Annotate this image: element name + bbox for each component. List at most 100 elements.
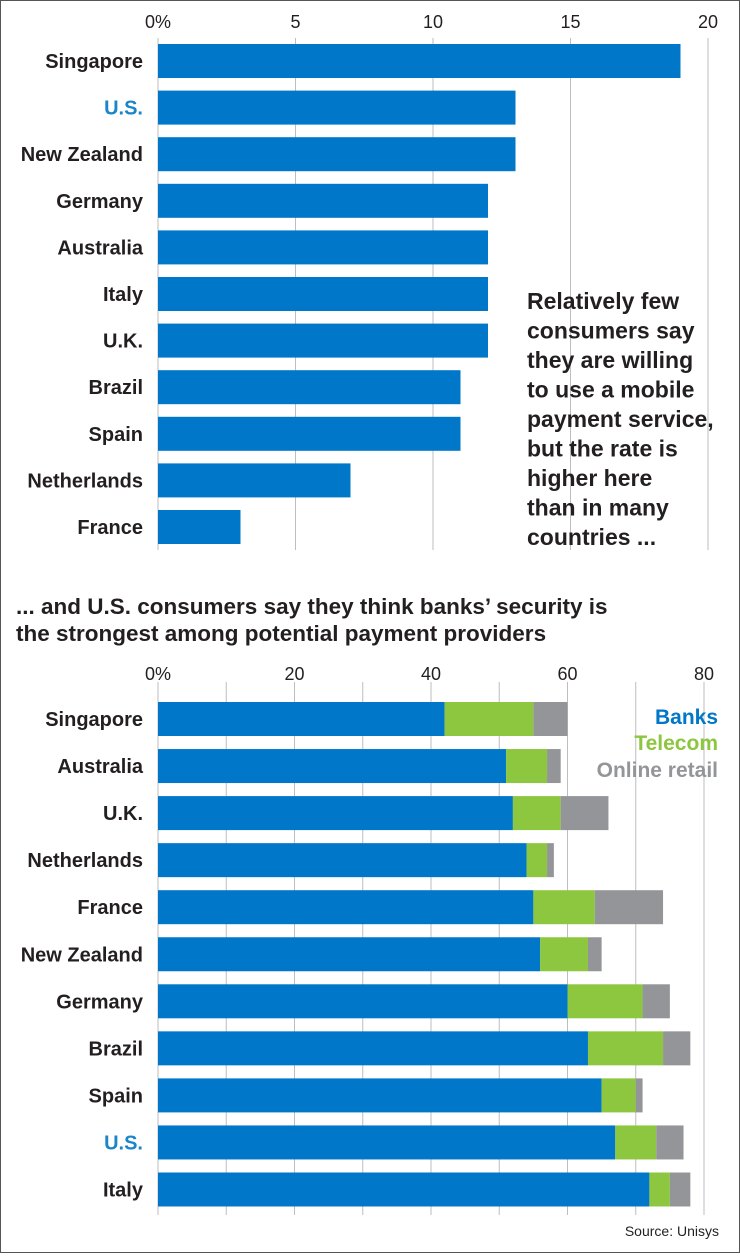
legend-telecom: Telecom [634,732,718,755]
chart-2-title-line-1: ... and U.S. consumers say they think ba… [16,594,607,619]
chart-1-tick-label: 15 [560,12,580,32]
annotation-line-1: Relatively few [527,288,679,314]
bar-netherlands-telecom [526,843,548,878]
annotation-line-8: than in many [527,495,669,521]
bar-new-zealand-banks [158,937,541,972]
category-label-brazil: Brazil [89,1038,143,1060]
bar-new-zealand-online-retail [587,937,602,972]
chart-2: 0% 20 40 60 80 Singapore Australia U.K. Netherl… [21,664,719,1239]
category-label-spain: Spain [89,424,143,446]
bar-australia-online-retail [547,749,561,784]
category-label-u-s: U.S. [104,98,143,120]
bar-france [158,510,241,544]
chart-1-tick-label: 0% [145,12,171,32]
category-label-australia: Australia [57,237,143,259]
category-label-u-k: U.K. [103,331,143,353]
bar-spain-telecom [601,1078,636,1113]
category-label-germany: Germany [56,991,144,1013]
chart-2-heading: ... and U.S. consumers say they think ba… [16,594,607,646]
annotation-line-6: but the rate is [527,436,678,462]
chart-2-tick-label: 60 [557,664,577,684]
bar-spain-banks [158,1078,602,1113]
chart-2-tick-label: 20 [284,664,304,684]
annotation-line-5: payment service, [527,406,714,432]
bar-u-k-telecom [512,796,561,831]
annotation-line-7: higher here [527,465,652,491]
chart-2-category-labels: Singapore Australia U.K. Netherlands France N… [21,709,144,1202]
bar-u-k-online-retail [560,796,609,831]
category-label-u-s: U.S. [104,1132,143,1154]
bar-italy-banks [158,1172,650,1207]
chart-1-tick-labels: 0% 5 10 15 20 [145,12,718,32]
chart-1-tick-label: 5 [290,12,300,32]
bar-singapore-online-retail [533,702,568,736]
bar-new-zealand [158,137,516,172]
bar-spain-online-retail [635,1078,643,1113]
bar-spain [158,416,461,451]
category-label-france: France [77,897,143,919]
chart-2-legend: Banks Telecom Online retail [597,706,718,782]
chart-1-tick-label: 10 [423,12,443,32]
chart-2-tick-label: 40 [421,664,441,684]
bar-germany [158,183,488,218]
chart-1: 0% 5 10 15 20 Singapore U.S. New Zealand German… [21,12,720,550]
annotation-line-9: countries ... [527,524,656,550]
legend-banks: Banks [655,706,718,729]
category-label-france: France [77,517,143,539]
chart-2-title-line-2: the strongest among potential payment pr… [16,621,546,646]
bar-germany-online-retail [642,984,670,1019]
category-label-new-zealand: New Zealand [21,144,143,166]
bar-italy [158,277,488,311]
bar-australia-banks [158,749,507,784]
legend-online-retail: Online retail [597,759,718,782]
bar-u-s-telecom [615,1125,657,1160]
bar-germany-telecom [567,984,643,1019]
chart-2-tick-labels: 0% 20 40 60 80 [145,664,714,684]
bar-brazil [158,370,461,405]
bar-new-zealand-telecom [540,937,588,972]
bar-u-k-banks [158,796,513,831]
bar-u-s-online-retail [656,1125,684,1160]
bar-brazil-online-retail [663,1031,691,1066]
bar-singapore [158,44,681,78]
category-label-italy: Italy [103,284,144,306]
bar-netherlands [158,463,351,498]
bar-netherlands-online-retail [547,843,554,878]
bar-france-telecom [533,890,595,925]
chart-1-tick-label: 20 [698,12,718,32]
annotation-line-2: consumers say [527,318,695,344]
bar-brazil-telecom [587,1031,664,1066]
category-label-spain: Spain [89,1085,143,1107]
chart-1-category-labels: Singapore U.S. New Zealand Germany Australia… [21,51,144,539]
annotation-line-3: they are willing [527,347,693,373]
bar-u-k [158,323,488,358]
bar-u-s [158,90,516,125]
category-label-brazil: Brazil [89,377,143,399]
bar-u-s-banks [158,1125,616,1160]
bar-netherlands-banks [158,843,527,878]
source-note: Source: Unisys [625,1223,719,1239]
category-label-singapore: Singapore [45,51,143,73]
annotation-line-4: to use a mobile [527,377,694,403]
bar-singapore-banks [158,702,445,736]
chart-2-tick-label: 0% [145,664,171,684]
category-label-u-k: U.K. [103,803,143,825]
bar-france-banks [158,890,534,925]
category-label-netherlands: Netherlands [27,470,143,492]
bar-france-online-retail [594,890,664,925]
category-label-italy: Italy [103,1180,144,1202]
category-label-germany: Germany [56,191,144,213]
bar-brazil-banks [158,1031,588,1066]
category-label-singapore: Singapore [45,709,143,731]
bar-italy-telecom [649,1172,670,1207]
category-label-netherlands: Netherlands [27,850,143,872]
bar-germany-banks [158,984,568,1019]
bar-singapore-telecom [444,702,534,736]
chart-1-annotation: Relatively few consumers say they are wi… [527,288,720,550]
chart-2-bars [158,702,691,1207]
bar-australia [158,230,488,265]
category-label-australia: Australia [57,756,143,778]
chart-2-tick-label: 80 [694,664,714,684]
